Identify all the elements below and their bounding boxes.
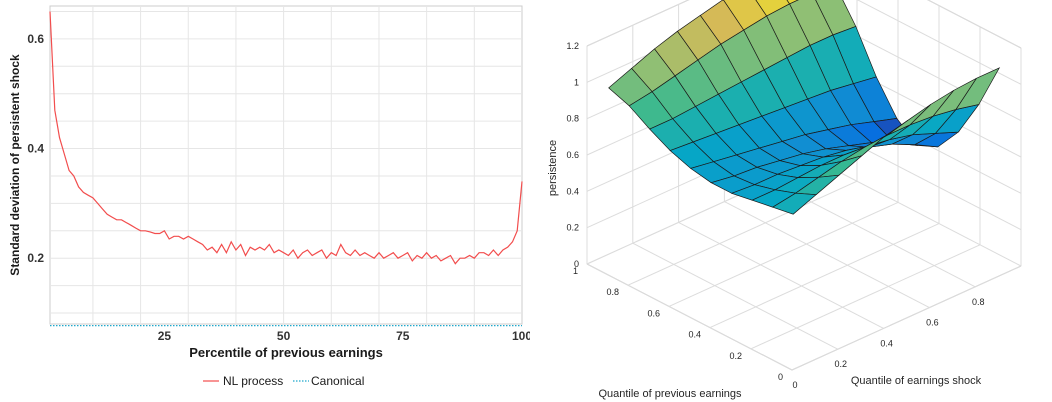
side-wall-gridline	[815, 159, 1022, 267]
floor-gridline	[724, 201, 930, 309]
legend-label-nl-process: NL process	[223, 374, 283, 388]
floor-gridline	[668, 201, 899, 307]
z-tick-label: 0.6	[566, 150, 579, 160]
x-tick-label: 0.4	[880, 338, 893, 348]
left-series-lines	[49, 11, 523, 327]
side-wall-gridline	[856, 0, 1022, 85]
floor-gridline	[627, 180, 858, 286]
y-tick-label: 0.2	[729, 351, 742, 361]
surface-z-axis-label: persistence	[547, 140, 559, 196]
left-y-tick-label: 0.2	[27, 251, 44, 265]
z-tick-label: 0.2	[566, 223, 579, 233]
persistent-shock-sd-chart: 25 50 75 100 0.2 0.4 0.6 Percentile of previou…	[8, 5, 530, 388]
z-tick-label: 0.8	[566, 114, 579, 124]
surface-patch	[771, 192, 817, 215]
x-tick-label: 0.8	[972, 297, 985, 307]
side-wall-gridline	[927, 0, 1022, 49]
left-y-tick-label: 0.4	[27, 142, 44, 156]
left-tick-labels: 25 50 75 100 0.2 0.4 0.6	[27, 32, 530, 343]
surface-tick-labels: 0 0.2 0.4 0.6 0.8 1 1.2 0 0.2 0.4 0.6 0.8 0 0.2 0.4 0.6…	[566, 41, 984, 390]
z-tick-label: 1.2	[566, 41, 579, 51]
persistence-surface-chart: 0 0.2 0.4 0.6 0.8 1 1.2 0 0.2 0.4 0.6 0.8 0 0.2 0.4 0.6…	[547, 0, 1022, 400]
left-grid	[50, 6, 522, 324]
floor-gridline	[632, 242, 839, 350]
x-tick-label: 0.2	[835, 359, 848, 369]
left-x-tick-label: 75	[396, 329, 410, 343]
y-tick-label: 0	[778, 372, 783, 382]
left-x-tick-label: 25	[158, 329, 172, 343]
left-x-tick-label: 100	[512, 329, 530, 343]
left-legend: NL process Canonical	[203, 374, 364, 388]
floor-gridline	[678, 221, 884, 329]
left-x-tick-label: 50	[277, 329, 291, 343]
floor-gridline	[709, 223, 940, 329]
y-tick-label: 1	[573, 266, 578, 276]
back-wall-gridline	[586, 0, 690, 47]
left-x-axis-label: Percentile of previous earnings	[189, 345, 383, 360]
surface-x-axis-label: Quantile of earnings shock	[851, 375, 982, 387]
z-tick-label: 1	[574, 77, 579, 87]
y-tick-label: 0.8	[606, 287, 619, 297]
surface-y-axis-label: Quantile of previous earnings	[598, 388, 742, 400]
left-plot-background	[49, 5, 523, 325]
left-y-tick-label: 0.6	[27, 32, 44, 46]
floor-gridline	[750, 244, 981, 350]
x-tick-label: 0.6	[926, 318, 939, 328]
floor-gridline	[586, 263, 793, 371]
persistence-surface	[608, 0, 1001, 215]
series-line-nl-process	[49, 11, 523, 265]
floor-gridline	[791, 265, 1022, 371]
y-tick-label: 0.4	[688, 330, 701, 340]
left-y-axis-label: Standard deviation of persistent shock	[8, 54, 22, 276]
x-tick-label: 0	[792, 380, 797, 390]
z-tick-label: 0.4	[566, 186, 579, 196]
z-tick-label: 0	[574, 259, 579, 269]
y-tick-label: 0.6	[647, 308, 660, 318]
legend-label-canonical: Canonical	[311, 374, 364, 388]
